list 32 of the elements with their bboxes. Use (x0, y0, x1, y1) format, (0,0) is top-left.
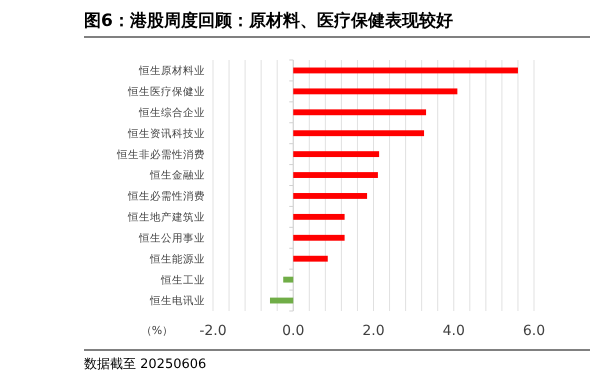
bar (293, 193, 368, 199)
x-tick-label: -2.0 (199, 322, 227, 339)
x-tick-label: 6.0 (522, 322, 546, 339)
y-tick-label: 恒生工业 (160, 273, 205, 286)
y-tick-label: 恒生资讯科技业 (127, 126, 205, 140)
x-tick-label: 2.0 (362, 322, 385, 339)
y-tick-label: 恒生公用事业 (138, 231, 205, 244)
bar (293, 68, 518, 74)
x-axis-title: （%） (140, 324, 174, 337)
bar (283, 276, 294, 283)
bar (293, 172, 378, 178)
bar (293, 88, 458, 94)
bar (293, 256, 328, 262)
x-tick-label: 0.0 (282, 322, 304, 339)
y-tick-label: 恒生综合企业 (138, 106, 205, 119)
y-tick-label: 恒生医疗保健业 (127, 85, 205, 98)
y-tick-label: 恒生非必需性消费 (116, 148, 205, 161)
y-tick-label: 恒生必需性消费 (127, 190, 205, 203)
bar (293, 214, 345, 220)
chart-title: 图6：港股周度回顾：原材料、医疗保健表现较好 (84, 11, 453, 31)
y-tick-label: 恒生能源业 (149, 252, 205, 266)
text: 数据截至 20250606 (84, 357, 206, 372)
bar (293, 109, 426, 116)
bar (293, 130, 424, 136)
y-tick-label: 恒生地产建筑业 (127, 210, 205, 224)
y-tick-label: 恒生电讯业 (149, 294, 205, 308)
x-tick-label: 4.0 (442, 322, 465, 339)
y-tick-label: 恒生原材料业 (138, 64, 205, 78)
y-tick-label: 恒生金融业 (149, 168, 205, 182)
bar (293, 234, 345, 241)
bar (293, 151, 380, 158)
bar (270, 298, 294, 304)
